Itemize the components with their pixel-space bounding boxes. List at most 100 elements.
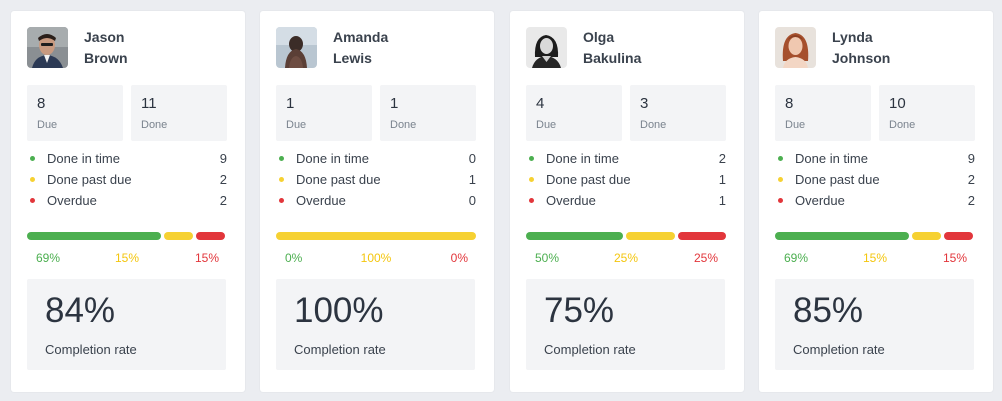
status-label: Overdue	[795, 193, 845, 208]
status-row-done-past-due: Done past due 2	[775, 169, 975, 190]
status-count: 2	[718, 151, 726, 166]
progress-segment-overdue	[943, 232, 974, 240]
done-label: Done	[390, 119, 417, 131]
yellow-dot-icon	[778, 177, 783, 182]
avatar[interactable]	[526, 27, 567, 68]
progress-segment-past-due	[276, 232, 476, 240]
due-label: Due	[286, 119, 307, 131]
avatar-photo-icon	[27, 27, 68, 68]
status-row-done-past-due: Done past due 1	[276, 169, 476, 190]
due-tile[interactable]: 8 Due	[775, 85, 871, 141]
progress-segment-in-time	[526, 232, 623, 240]
status-label: Done in time	[546, 151, 619, 166]
status-count: 1	[468, 172, 476, 187]
status-count: 9	[219, 151, 227, 166]
progress-segment-overdue	[195, 232, 226, 240]
due-count: 1	[286, 95, 295, 112]
avatar-photo-icon	[276, 27, 317, 68]
status-row-done-past-due: Done past due 2	[27, 169, 227, 190]
yellow-dot-icon	[279, 177, 284, 182]
first-name: Jason	[84, 29, 125, 45]
status-label: Overdue	[546, 193, 596, 208]
status-count: 1	[718, 193, 726, 208]
user-name: Olga Bakulina	[583, 27, 733, 69]
first-name: Amanda	[333, 29, 389, 45]
status-label: Done in time	[47, 151, 120, 166]
status-count: 2	[967, 193, 975, 208]
progress-bar	[276, 232, 476, 240]
user-name: Jason Brown	[84, 27, 234, 69]
status-row-overdue: Overdue 0	[276, 190, 476, 211]
user-card[interactable]: Lynda Johnson 8 Due 10 Done Done in time…	[759, 11, 993, 392]
done-tile[interactable]: 1 Done	[380, 85, 476, 141]
status-row-done-in-time: Done in time 9	[27, 148, 227, 169]
due-count: 4	[536, 95, 545, 112]
status-list: Done in time 0 Done past due 1 Overdue 0	[276, 148, 476, 211]
done-tile[interactable]: 3 Done	[630, 85, 726, 141]
last-name: Lewis	[333, 50, 372, 66]
red-dot-icon	[529, 198, 534, 203]
completion-rate-value: 100%	[294, 291, 384, 330]
due-tile[interactable]: 4 Due	[526, 85, 622, 141]
done-count: 10	[889, 95, 906, 112]
user-card[interactable]: Olga Bakulina 4 Due 3 Done Done in time …	[510, 11, 744, 392]
progress-segment-in-time	[27, 232, 161, 240]
avatar[interactable]	[276, 27, 317, 68]
progress-bar	[27, 232, 227, 240]
done-tile[interactable]: 10 Done	[879, 85, 975, 141]
progress-segment-past-due	[626, 232, 675, 240]
status-row-done-in-time: Done in time 2	[526, 148, 726, 169]
due-count: 8	[37, 95, 46, 112]
percent-in-time: 50%	[535, 251, 560, 265]
completion-rate-panel: 85% Completion rate	[775, 279, 974, 370]
due-tile[interactable]: 1 Due	[276, 85, 372, 141]
percent-past-due: 25%	[613, 251, 639, 265]
percent-overdue: 25%	[693, 251, 718, 265]
green-dot-icon	[279, 156, 284, 161]
card-header: Amanda Lewis	[276, 27, 476, 71]
percent-past-due: 15%	[114, 251, 140, 265]
status-label: Overdue	[47, 193, 97, 208]
due-count: 8	[785, 95, 794, 112]
status-label: Done past due	[47, 172, 132, 187]
progress-bar	[526, 232, 726, 240]
status-label: Done past due	[296, 172, 381, 187]
done-count: 11	[141, 95, 157, 112]
status-label: Done in time	[795, 151, 868, 166]
status-count: 9	[967, 151, 975, 166]
done-tile[interactable]: 11 Done	[131, 85, 227, 141]
green-dot-icon	[529, 156, 534, 161]
completion-rate-panel: 84% Completion rate	[27, 279, 226, 370]
completion-rate-label: Completion rate	[544, 342, 636, 357]
card-header: Jason Brown	[27, 27, 227, 71]
status-count: 2	[219, 193, 227, 208]
done-label: Done	[889, 119, 916, 131]
progress-bar	[775, 232, 975, 240]
status-row-overdue: Overdue 1	[526, 190, 726, 211]
done-count: 3	[640, 95, 649, 112]
progress-segment-overdue	[677, 232, 726, 240]
yellow-dot-icon	[529, 177, 534, 182]
yellow-dot-icon	[30, 177, 35, 182]
card-header: Olga Bakulina	[526, 27, 726, 71]
completion-rate-value: 75%	[544, 291, 615, 330]
status-row-done-past-due: Done past due 1	[526, 169, 726, 190]
percent-past-due: 100%	[360, 251, 392, 265]
percent-overdue: 15%	[194, 251, 219, 265]
percent-past-due: 15%	[862, 251, 888, 265]
status-list: Done in time 9 Done past due 2 Overdue 2	[775, 148, 975, 211]
progress-segment-past-due	[911, 232, 941, 240]
status-list: Done in time 9 Done past due 2 Overdue 2	[27, 148, 227, 211]
user-card[interactable]: Jason Brown 8 Due 11 Done Done in time 9…	[11, 11, 245, 392]
due-label: Due	[37, 119, 58, 131]
percent-labels: 50% 25% 25%	[526, 251, 726, 267]
status-count: 0	[468, 193, 476, 208]
avatar[interactable]	[27, 27, 68, 68]
last-name: Brown	[84, 50, 128, 66]
avatar[interactable]	[775, 27, 816, 68]
due-tile[interactable]: 8 Due	[27, 85, 123, 141]
due-label: Due	[785, 119, 806, 131]
user-card[interactable]: Amanda Lewis 1 Due 1 Done Done in time 0…	[260, 11, 494, 392]
last-name: Johnson	[832, 50, 891, 66]
